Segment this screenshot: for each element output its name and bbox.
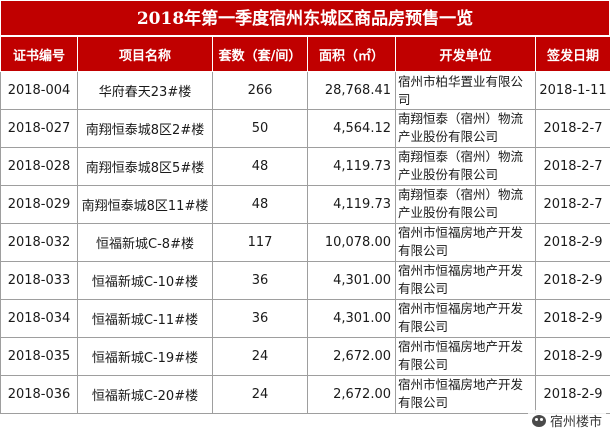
cell-units: 117	[212, 223, 308, 262]
cell-issue-date: 2018-2-7	[535, 147, 610, 186]
cell-developer: 南翔恒泰（宿州）物流产业股份有限公司	[395, 147, 536, 186]
header-area: 面积（㎡）	[307, 36, 396, 72]
header-project-name: 项目名称	[77, 36, 213, 72]
cell-units: 36	[212, 299, 308, 338]
header-cert-no: 证书编号	[0, 36, 78, 72]
cell-area: 28,768.41	[307, 71, 396, 110]
table-row: 2018-027 南翔恒泰城8区2#楼 50 4,564.12 南翔恒泰（宿州）…	[0, 109, 610, 148]
cell-area: 2,672.00	[307, 337, 396, 376]
cell-cert-no: 2018-036	[0, 375, 78, 414]
cell-developer: 宿州市恒福房地产开发有限公司	[395, 223, 536, 262]
cell-units: 50	[212, 109, 308, 148]
cell-area: 4,301.00	[307, 261, 396, 300]
cell-units: 266	[212, 71, 308, 110]
table-row: 2018-036 恒福新城C-20#楼 24 2,672.00 宿州市恒福房地产…	[0, 375, 610, 414]
cell-developer: 南翔恒泰（宿州）物流产业股份有限公司	[395, 109, 536, 148]
cell-area: 4,301.00	[307, 299, 396, 338]
cell-developer: 宿州市柏华置业有限公司	[395, 71, 536, 110]
cell-area: 4,564.12	[307, 109, 396, 148]
table-row: 2018-035 恒福新城C-19#楼 24 2,672.00 宿州市恒福房地产…	[0, 337, 610, 376]
cell-issue-date: 2018-2-9	[535, 375, 610, 414]
cell-project-name: 恒福新城C-19#楼	[77, 337, 213, 376]
cell-issue-date: 2018-2-7	[535, 185, 610, 224]
table-row: 2018-029 南翔恒泰城8区11#楼 48 4,119.73 南翔恒泰（宿州…	[0, 185, 610, 224]
cell-issue-date: 2018-2-7	[535, 109, 610, 148]
cell-area: 2,672.00	[307, 375, 396, 414]
cell-developer: 宿州市恒福房地产开发有限公司	[395, 261, 536, 300]
cell-cert-no: 2018-029	[0, 185, 78, 224]
page-title: 2018年第一季度宿州东城区商品房预售一览	[0, 0, 610, 36]
presale-table: 证书编号 项目名称 套数（套/间） 面积（㎡） 开发单位 签发日期 2018-0…	[0, 36, 610, 414]
cell-units: 48	[212, 185, 308, 224]
cell-project-name: 南翔恒泰城8区11#楼	[77, 185, 213, 224]
table-header-row: 证书编号 项目名称 套数（套/间） 面积（㎡） 开发单位 签发日期	[0, 36, 610, 72]
cell-area: 4,119.73	[307, 185, 396, 224]
cell-project-name: 恒福新城C-20#楼	[77, 375, 213, 414]
watermark: 宿州楼市	[527, 410, 606, 431]
cell-issue-date: 2018-2-9	[535, 261, 610, 300]
cell-cert-no: 2018-033	[0, 261, 78, 300]
cell-issue-date: 2018-2-9	[535, 223, 610, 262]
cell-area: 10,078.00	[307, 223, 396, 262]
cell-project-name: 南翔恒泰城8区2#楼	[77, 109, 213, 148]
cell-cert-no: 2018-027	[0, 109, 78, 148]
table-row: 2018-028 南翔恒泰城8区5#楼 48 4,119.73 南翔恒泰（宿州）…	[0, 147, 610, 186]
cell-project-name: 南翔恒泰城8区5#楼	[77, 147, 213, 186]
cell-developer: 宿州市恒福房地产开发有限公司	[395, 337, 536, 376]
cell-issue-date: 2018-2-9	[535, 337, 610, 376]
header-developer: 开发单位	[395, 36, 536, 72]
header-issue-date: 签发日期	[535, 36, 610, 72]
cell-project-name: 恒福新城C-10#楼	[77, 261, 213, 300]
table-row: 2018-033 恒福新城C-10#楼 36 4,301.00 宿州市恒福房地产…	[0, 261, 610, 300]
cell-project-name: 华府春天23#楼	[77, 71, 213, 110]
wechat-icon	[531, 414, 546, 427]
cell-cert-no: 2018-034	[0, 299, 78, 338]
cell-project-name: 恒福新城C-8#楼	[77, 223, 213, 262]
cell-units: 24	[212, 375, 308, 414]
cell-units: 48	[212, 147, 308, 186]
cell-cert-no: 2018-032	[0, 223, 78, 262]
cell-issue-date: 2018-2-9	[535, 299, 610, 338]
cell-developer: 南翔恒泰（宿州）物流产业股份有限公司	[395, 185, 536, 224]
table-row: 2018-004 华府春天23#楼 266 28,768.41 宿州市柏华置业有…	[0, 71, 610, 110]
watermark-text: 宿州楼市	[549, 415, 602, 430]
table-row: 2018-034 恒福新城C-11#楼 36 4,301.00 宿州市恒福房地产…	[0, 299, 610, 338]
cell-project-name: 恒福新城C-11#楼	[77, 299, 213, 338]
cell-cert-no: 2018-028	[0, 147, 78, 186]
cell-area: 4,119.73	[307, 147, 396, 186]
cell-developer: 宿州市恒福房地产开发有限公司	[395, 299, 536, 338]
cell-cert-no: 2018-035	[0, 337, 78, 376]
cell-cert-no: 2018-004	[0, 71, 78, 110]
cell-units: 36	[212, 261, 308, 300]
cell-developer: 宿州市恒福房地产开发有限公司	[395, 375, 536, 414]
cell-units: 24	[212, 337, 308, 376]
header-units: 套数（套/间）	[212, 36, 308, 72]
table-row: 2018-032 恒福新城C-8#楼 117 10,078.00 宿州市恒福房地…	[0, 223, 610, 262]
cell-issue-date: 2018-1-11	[535, 71, 610, 110]
